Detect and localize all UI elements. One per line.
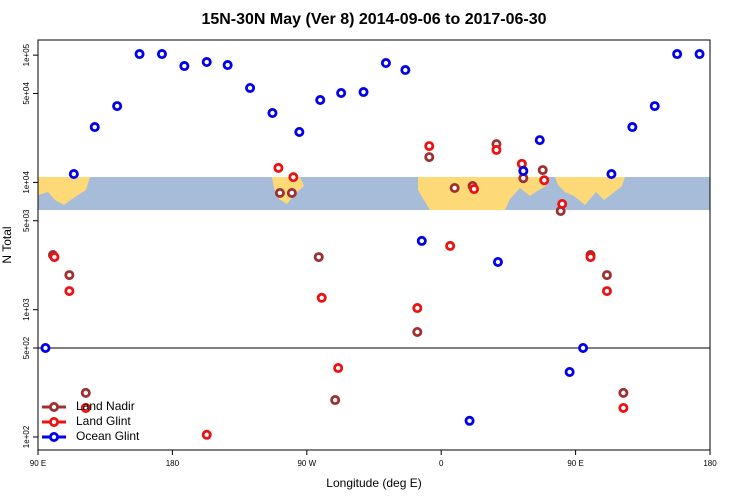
point xyxy=(412,326,423,337)
y-tick-label: 1e+03 xyxy=(22,298,31,321)
point xyxy=(315,95,326,106)
legend-label: Ocean Glint xyxy=(76,429,140,443)
point xyxy=(273,162,284,173)
point xyxy=(222,60,233,71)
y-tick-label: 5e+02 xyxy=(22,336,31,359)
point xyxy=(49,252,60,263)
x-tick-label: 180 xyxy=(166,459,180,468)
point xyxy=(534,135,545,146)
point xyxy=(156,49,167,60)
point xyxy=(267,108,278,119)
point xyxy=(245,82,256,93)
point xyxy=(80,402,91,413)
y-tick-label: 1e+02 xyxy=(22,425,31,448)
point xyxy=(274,187,285,198)
legend-label: Land Glint xyxy=(76,414,131,428)
point xyxy=(601,270,612,281)
y-tick-label: 1e+05 xyxy=(22,43,31,66)
point xyxy=(80,387,91,398)
legend-marker xyxy=(49,401,60,412)
legend-label: Land Nadir xyxy=(76,399,135,413)
point xyxy=(618,387,629,398)
map-strip xyxy=(38,177,710,210)
x-tick-label: 180 xyxy=(703,459,717,468)
point xyxy=(424,152,435,163)
point xyxy=(416,235,427,246)
point xyxy=(464,415,475,426)
point xyxy=(316,292,327,303)
point xyxy=(412,303,423,314)
y-tick-label: 1e+04 xyxy=(22,171,31,194)
y-tick-label: 5e+03 xyxy=(22,209,31,232)
point xyxy=(330,395,341,406)
point xyxy=(492,256,503,267)
point xyxy=(336,88,347,99)
point xyxy=(89,122,100,133)
point xyxy=(618,402,629,413)
point xyxy=(288,172,299,183)
point xyxy=(445,240,456,251)
point xyxy=(380,58,391,69)
x-tick-label: 90 E xyxy=(567,459,583,468)
point xyxy=(64,270,75,281)
point xyxy=(68,169,79,180)
legend-marker xyxy=(49,431,60,442)
point xyxy=(518,165,529,176)
point xyxy=(201,57,212,68)
x-tick-label: 0 xyxy=(439,459,444,468)
y-tick-label: 5e+04 xyxy=(22,82,31,105)
point xyxy=(424,141,435,152)
point xyxy=(469,184,480,195)
point xyxy=(539,175,550,186)
point xyxy=(134,49,145,60)
plot-frame xyxy=(37,39,711,451)
point xyxy=(564,366,575,377)
point xyxy=(578,343,589,354)
point xyxy=(64,286,75,297)
point xyxy=(201,429,212,440)
point xyxy=(537,165,548,176)
point xyxy=(179,61,190,72)
point xyxy=(491,144,502,155)
x-tick-label: 90 W xyxy=(297,459,316,468)
point xyxy=(358,87,369,98)
point xyxy=(627,122,638,133)
chart-title: 15N-30N May (Ver 8) 2014-09-06 to 2017-0… xyxy=(201,11,546,28)
point xyxy=(672,49,683,60)
point xyxy=(449,182,460,193)
point xyxy=(649,101,660,112)
x-tick-label: 90 E xyxy=(30,459,46,468)
y-axis-label: N Total xyxy=(0,226,14,263)
point xyxy=(286,187,297,198)
point xyxy=(333,363,344,374)
point xyxy=(585,252,596,263)
point xyxy=(601,286,612,297)
point xyxy=(313,252,324,263)
point xyxy=(400,65,411,76)
point xyxy=(40,343,51,354)
point xyxy=(606,169,617,180)
point xyxy=(294,126,305,137)
point xyxy=(112,101,123,112)
point xyxy=(557,198,568,209)
x-axis-label: Longitude (deg E) xyxy=(326,476,421,490)
legend-marker xyxy=(49,416,60,427)
point xyxy=(694,49,705,60)
